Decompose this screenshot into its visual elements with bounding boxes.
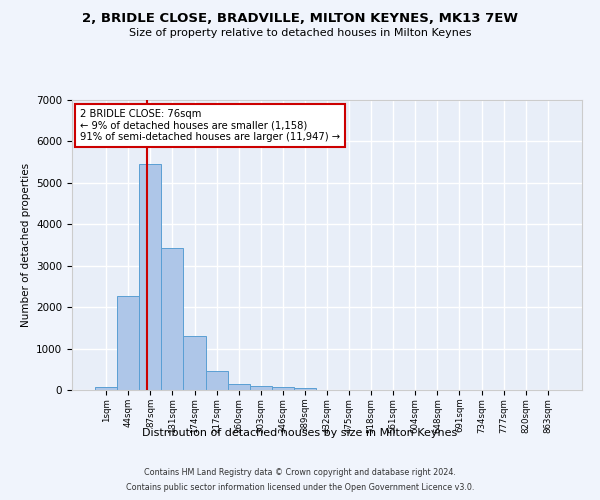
Bar [272,388,294,390]
Bar [250,386,272,390]
Bar [161,248,184,390]
Text: 2, BRIDLE CLOSE, BRADVILLE, MILTON KEYNES, MK13 7EW: 2, BRIDLE CLOSE, BRADVILLE, MILTON KEYNE… [82,12,518,26]
Bar [184,336,206,390]
Bar [95,387,117,390]
Bar [117,296,139,390]
Bar [227,384,250,390]
Text: Contains HM Land Registry data © Crown copyright and database right 2024.: Contains HM Land Registry data © Crown c… [144,468,456,477]
Bar [294,388,316,390]
Text: 2 BRIDLE CLOSE: 76sqm
← 9% of detached houses are smaller (1,158)
91% of semi-de: 2 BRIDLE CLOSE: 76sqm ← 9% of detached h… [80,108,340,142]
Y-axis label: Number of detached properties: Number of detached properties [20,163,31,327]
Text: Size of property relative to detached houses in Milton Keynes: Size of property relative to detached ho… [129,28,471,38]
Text: Distribution of detached houses by size in Milton Keynes: Distribution of detached houses by size … [142,428,458,438]
Bar [139,164,161,390]
Bar [206,371,227,390]
Text: Contains public sector information licensed under the Open Government Licence v3: Contains public sector information licen… [126,483,474,492]
